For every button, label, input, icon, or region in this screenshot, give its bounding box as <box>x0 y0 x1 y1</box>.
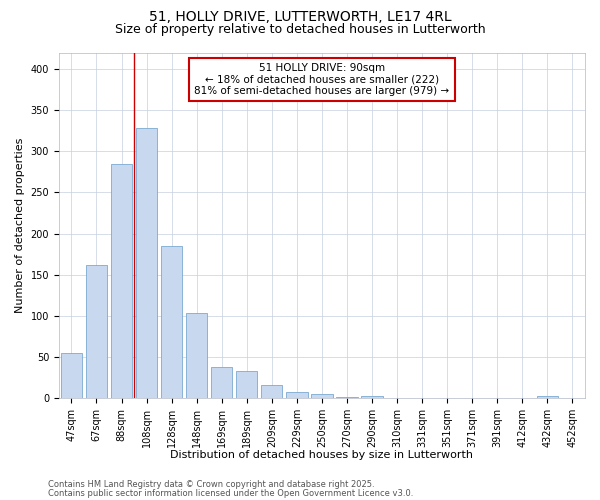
Bar <box>361 396 383 398</box>
Bar <box>111 164 132 398</box>
Text: Contains HM Land Registry data © Crown copyright and database right 2025.: Contains HM Land Registry data © Crown c… <box>48 480 374 489</box>
Bar <box>537 396 558 398</box>
Text: 51 HOLLY DRIVE: 90sqm
← 18% of detached houses are smaller (222)
81% of semi-det: 51 HOLLY DRIVE: 90sqm ← 18% of detached … <box>194 63 449 96</box>
Bar <box>136 128 157 398</box>
Bar <box>311 394 332 398</box>
Text: Size of property relative to detached houses in Lutterworth: Size of property relative to detached ho… <box>115 22 485 36</box>
Bar <box>261 385 283 398</box>
Bar <box>211 367 232 398</box>
Text: Contains public sector information licensed under the Open Government Licence v3: Contains public sector information licen… <box>48 488 413 498</box>
Bar <box>61 353 82 398</box>
Bar <box>86 265 107 398</box>
Bar <box>161 246 182 398</box>
Bar <box>236 371 257 398</box>
Bar <box>286 392 308 398</box>
Bar <box>186 314 208 398</box>
Y-axis label: Number of detached properties: Number of detached properties <box>15 138 25 313</box>
X-axis label: Distribution of detached houses by size in Lutterworth: Distribution of detached houses by size … <box>170 450 473 460</box>
Text: 51, HOLLY DRIVE, LUTTERWORTH, LE17 4RL: 51, HOLLY DRIVE, LUTTERWORTH, LE17 4RL <box>149 10 451 24</box>
